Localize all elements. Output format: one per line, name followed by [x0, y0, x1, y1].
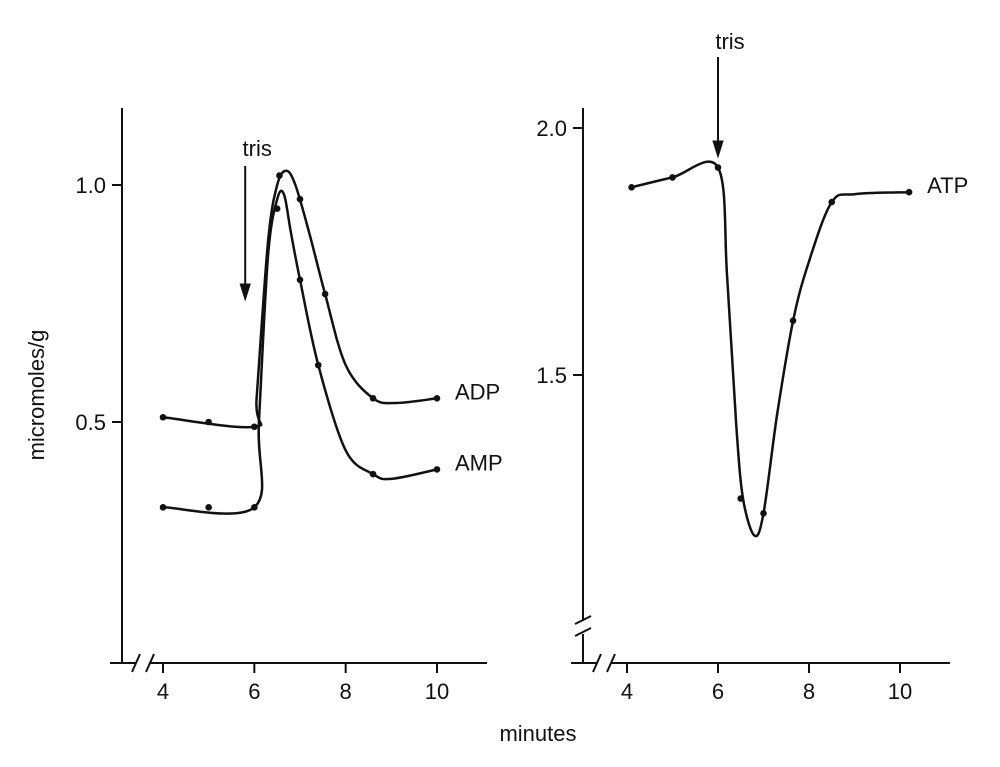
y-tick-label: 0.5: [75, 410, 106, 435]
data-point-adp: [433, 395, 441, 402]
series-line-atp: [631, 160, 910, 538]
x-tick-label: 4: [621, 679, 633, 704]
tris-annotation-label: tris: [243, 136, 272, 161]
tris-annotation-label: tris: [715, 29, 744, 54]
x-axis-label: minutes: [499, 721, 576, 746]
right-panel: 4 6 8 10 1.5 2.0 ATP tris: [536, 29, 968, 704]
data-point-adp: [205, 418, 212, 426]
x-tick-label: 8: [803, 679, 815, 704]
data-point-atp: [628, 183, 635, 191]
data-point-adp: [251, 423, 258, 431]
series-label-adp: ADP: [455, 379, 500, 404]
series-label-atp: ATP: [927, 173, 968, 198]
series-line-adp: [162, 169, 438, 429]
y-axis-label: micromoles/g: [24, 330, 49, 461]
x-tick-label: 10: [888, 679, 912, 704]
data-point-atp: [737, 495, 745, 502]
data-point-amp: [205, 504, 212, 511]
data-point-amp: [314, 361, 322, 369]
left-panel: 4 6 8 10 0.5 1.0 ADP AMP tris: [75, 108, 503, 704]
data-point-amp: [369, 470, 377, 478]
x-tick-label: 10: [425, 679, 449, 704]
y-tick-label: 1.5: [536, 363, 567, 388]
data-point-atp: [714, 164, 722, 171]
x-tick-label: 4: [157, 679, 169, 704]
data-point-adp: [296, 195, 304, 203]
data-point-amp: [276, 172, 283, 179]
x-axis-break-mark: [131, 653, 155, 673]
series-label-amp: AMP: [455, 450, 503, 475]
tris-arrow: [712, 57, 724, 159]
y-tick-label: 1.0: [75, 173, 106, 198]
x-tick-label: 6: [712, 679, 724, 704]
data-point-adp: [321, 290, 329, 298]
data-point-adp: [369, 395, 377, 402]
data-point-atp: [789, 317, 797, 324]
y-tick-label: 2.0: [536, 116, 567, 141]
data-point-adp: [159, 413, 167, 421]
data-point-atp: [828, 198, 836, 206]
series-line-amp: [162, 189, 438, 515]
data-point-amp: [296, 276, 304, 284]
y-axis-break-mark: [574, 615, 592, 637]
x-tick-label: 6: [248, 679, 260, 704]
x-tick-label: 8: [340, 679, 352, 704]
data-point-amp: [433, 466, 441, 473]
data-point-amp: [251, 504, 258, 511]
tris-arrow: [239, 166, 251, 302]
data-point-amp: [159, 504, 167, 511]
data-point-atp: [760, 510, 767, 517]
x-axis-break-mark: [592, 653, 616, 673]
data-point-atp: [905, 188, 913, 196]
data-point-atp: [669, 174, 676, 181]
